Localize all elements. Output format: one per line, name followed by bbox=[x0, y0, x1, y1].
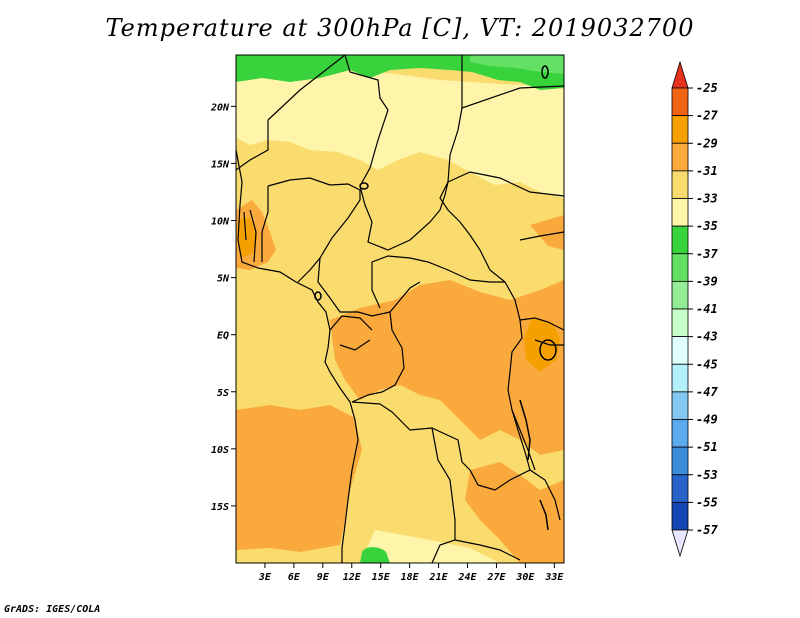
legend-label-5: -35 bbox=[696, 219, 718, 233]
legend-swatch-4 bbox=[671, 198, 689, 227]
legend-swatch-7 bbox=[671, 280, 689, 310]
legend-swatch-14 bbox=[671, 474, 689, 503]
legend-swatch-2 bbox=[671, 142, 689, 172]
legend-label-2: -29 bbox=[696, 136, 718, 150]
legend-swatch-0 bbox=[671, 87, 689, 117]
y-tick-label-1: 15N bbox=[211, 159, 230, 170]
lakes bbox=[314, 65, 557, 531]
legend-top-triangle bbox=[671, 60, 689, 89]
x-tick-label-8: 27E bbox=[486, 572, 506, 583]
x-tick-label-1: 6E bbox=[288, 572, 301, 583]
legend-swatch-15 bbox=[671, 501, 689, 531]
legend-swatch-13 bbox=[671, 446, 689, 476]
contour-minus-39-north bbox=[470, 55, 564, 74]
legend-swatch-1 bbox=[671, 115, 689, 144]
legend-label-4: -33 bbox=[696, 192, 718, 206]
x-tick-label-0: 3E bbox=[258, 572, 272, 583]
legend-label-3: -31 bbox=[696, 164, 718, 178]
legend-swatch-5 bbox=[671, 225, 689, 255]
x-tick-label-7: 24E bbox=[457, 572, 477, 583]
legend-swatch-3 bbox=[671, 170, 689, 199]
legend-label-15: -55 bbox=[696, 495, 718, 509]
legend-label-12: -49 bbox=[696, 413, 718, 427]
legend-label-16: -57 bbox=[696, 523, 718, 537]
x-tick-label-4: 15E bbox=[372, 572, 391, 583]
y-tick-label-0: 20N bbox=[210, 102, 230, 113]
legend-swatch-10 bbox=[671, 363, 689, 393]
legend-label-14: -53 bbox=[696, 468, 718, 482]
axis-ticks: 3E 6E 9E 12E 15E 18E 21E 24E 27E 30E 33E 20N 15N 10N 5… bbox=[210, 102, 564, 583]
x-tick-label-6: 21E bbox=[429, 572, 449, 583]
x-tick-label-10: 33E bbox=[544, 572, 564, 583]
y-tick-label-5: 5S bbox=[217, 388, 229, 399]
legend-swatch-11 bbox=[671, 391, 689, 420]
y-tick-label-3: 5N bbox=[217, 274, 230, 285]
contour-minus-31-northeast-edge bbox=[530, 215, 564, 250]
contour-minus-31-central bbox=[330, 280, 564, 455]
color-legend: -25 -27 -29 -31 -33 -35 -37 -39 -41 -43 -45 -47 -49 -… bbox=[671, 60, 718, 558]
legend-label-0: -25 bbox=[696, 81, 718, 95]
y-tick-label-4: EQ bbox=[217, 331, 229, 342]
x-tick-label-3: 12E bbox=[343, 572, 362, 583]
grads-credit: GrADS: IGES/COLA bbox=[4, 604, 101, 615]
contour-minus-31-southwest bbox=[236, 405, 362, 552]
legend-label-9: -43 bbox=[696, 330, 718, 344]
contour-minus-31-south-east bbox=[465, 462, 564, 563]
x-tick-label-9: 30E bbox=[515, 572, 535, 583]
x-tick-label-5: 18E bbox=[401, 572, 420, 583]
y-tick-label-7: 15S bbox=[211, 502, 229, 513]
legend-swatch-9 bbox=[671, 336, 689, 365]
map-borders bbox=[236, 55, 564, 563]
legend-label-6: -37 bbox=[696, 247, 718, 261]
legend-label-11: -47 bbox=[696, 385, 718, 399]
contour-minus-35-south bbox=[360, 530, 500, 563]
legend-label-1: -27 bbox=[696, 109, 718, 123]
legend-label-8: -41 bbox=[696, 302, 718, 316]
legend-swatch-8 bbox=[671, 308, 689, 338]
legend-swatch-6 bbox=[671, 253, 689, 282]
legend-label-13: -51 bbox=[696, 440, 718, 454]
map-title: Temperature at 300hPa [C], VT: 201903270… bbox=[105, 14, 695, 42]
y-tick-label-2: 10N bbox=[211, 217, 230, 228]
legend-label-7: -39 bbox=[696, 274, 718, 288]
x-tick-label-2: 9E bbox=[317, 572, 330, 583]
map-frame bbox=[235, 54, 565, 564]
legend-label-10: -45 bbox=[696, 357, 718, 371]
y-tick-label-6: 10S bbox=[211, 445, 229, 456]
legend-swatch-12 bbox=[671, 419, 689, 448]
legend-bottom-triangle bbox=[671, 529, 689, 558]
contour-minus-29-patch-west bbox=[238, 218, 258, 258]
contour-minus-37-south bbox=[360, 547, 390, 563]
